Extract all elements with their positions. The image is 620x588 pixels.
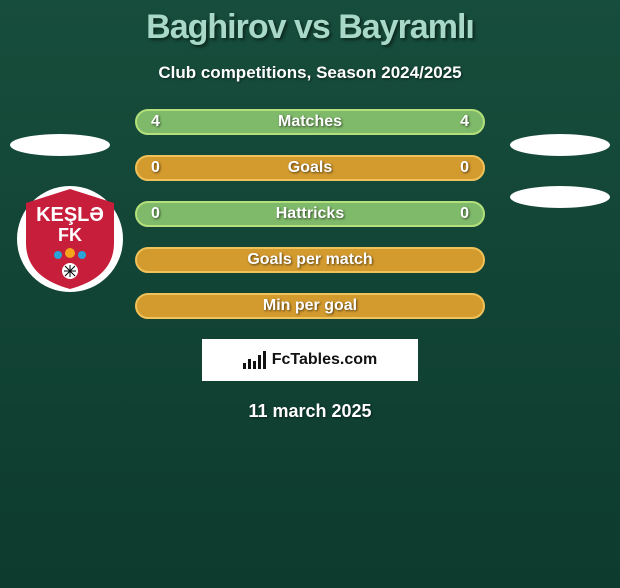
page-title: Baghirov vs Bayramlı — [0, 8, 620, 47]
stat-label: Matches — [137, 113, 483, 131]
stat-row-goals-per-match: Goals per match — [135, 247, 485, 273]
stat-row-goals: 0Goals0 — [135, 155, 485, 181]
stat-left-value: 0 — [151, 205, 160, 223]
stat-label: Min per goal — [137, 297, 483, 315]
stat-right-value: 0 — [460, 159, 469, 177]
svg-text:KEŞLƏ: KEŞLƏ — [36, 204, 104, 226]
stat-label: Goals per match — [137, 251, 483, 269]
fctables-logo-text: FcTables.com — [272, 351, 378, 369]
stat-right-value: 0 — [460, 205, 469, 223]
stat-row-matches: 4Matches4 — [135, 109, 485, 135]
stat-left-value: 0 — [151, 159, 160, 177]
stat-row-hattricks: 0Hattricks0 — [135, 201, 485, 227]
player-right-avatar-placeholder — [510, 134, 610, 156]
player-left-club-crest: KEŞLƏ FK — [17, 186, 123, 292]
page-subtitle: Club competitions, Season 2024/2025 — [0, 63, 620, 83]
fctables-logo[interactable]: FcTables.com — [202, 339, 418, 381]
comparison-date: 11 march 2025 — [0, 401, 620, 422]
stat-right-value: 4 — [460, 113, 469, 131]
stat-rows: 4Matches40Goals00Hattricks0Goals per mat… — [135, 109, 485, 319]
stat-left-value: 4 — [151, 113, 160, 131]
svg-text:FK: FK — [58, 225, 82, 245]
player-right-club-placeholder — [510, 186, 610, 208]
stat-row-min-per-goal: Min per goal — [135, 293, 485, 319]
chart-icon — [243, 351, 266, 369]
stat-label: Hattricks — [137, 205, 483, 223]
player-left-avatar-placeholder — [10, 134, 110, 156]
kesla-crest-icon: KEŞLƏ FK — [18, 187, 122, 291]
stat-label: Goals — [137, 159, 483, 177]
